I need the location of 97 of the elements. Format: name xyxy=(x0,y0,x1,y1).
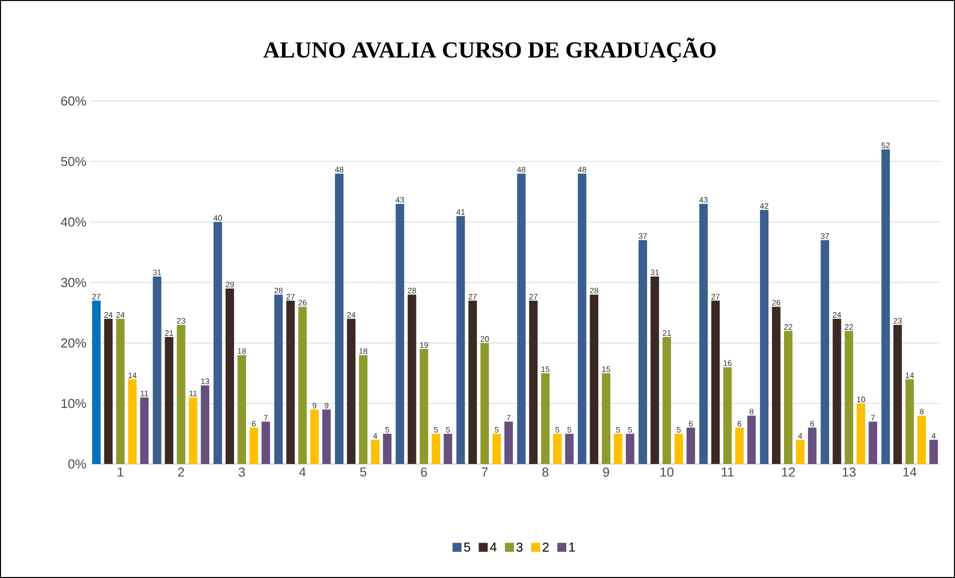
bar xyxy=(262,422,270,464)
bar xyxy=(382,434,392,464)
legend-label: 3 xyxy=(516,542,523,552)
bar xyxy=(274,294,283,464)
bar xyxy=(553,434,562,464)
bar xyxy=(747,416,756,464)
bar xyxy=(638,240,648,464)
bar xyxy=(929,440,938,464)
bar xyxy=(480,342,489,464)
bar xyxy=(176,324,186,464)
bar xyxy=(358,355,368,464)
bar xyxy=(310,410,319,464)
x-tick-label: 5 xyxy=(360,468,366,477)
bar xyxy=(370,440,380,464)
y-tick-label: 60% xyxy=(61,96,86,106)
x-tick-label: 6 xyxy=(420,468,427,477)
x-tick-label: 4 xyxy=(299,468,306,476)
bar xyxy=(602,373,610,464)
bar xyxy=(200,385,210,464)
bar xyxy=(322,410,331,464)
bar xyxy=(711,300,720,464)
bar xyxy=(565,434,574,464)
bar xyxy=(334,174,344,464)
bar xyxy=(128,379,137,464)
bar xyxy=(723,367,732,464)
x-tick-label: 12 xyxy=(782,468,795,477)
y-tick-label: 10% xyxy=(62,398,86,408)
bar xyxy=(92,300,101,464)
bar xyxy=(408,294,416,464)
bar xyxy=(578,174,586,464)
x-tick-label: 13 xyxy=(842,468,856,477)
bar xyxy=(346,318,356,464)
bar xyxy=(456,216,465,464)
bar xyxy=(674,434,684,464)
bar xyxy=(140,397,149,464)
y-tick-label: 30% xyxy=(61,278,86,288)
bar xyxy=(784,330,792,464)
bar xyxy=(396,204,404,464)
bar xyxy=(905,379,914,464)
bar xyxy=(868,422,878,464)
bar xyxy=(517,174,526,464)
bar xyxy=(856,403,866,464)
bar xyxy=(504,422,513,464)
bar xyxy=(238,355,246,464)
bar xyxy=(420,349,428,464)
bar xyxy=(432,434,440,464)
bar xyxy=(298,306,307,464)
bar xyxy=(760,210,768,464)
bar xyxy=(226,288,234,464)
x-tick-label: 7 xyxy=(482,468,488,476)
x-tick-label: 1 xyxy=(118,468,124,476)
x-tick-label: 8 xyxy=(542,468,548,477)
y-tick-label: 50% xyxy=(61,156,86,166)
bar xyxy=(590,294,598,464)
bar xyxy=(626,434,634,464)
bar xyxy=(686,428,696,464)
x-tick-label: 9 xyxy=(603,468,610,477)
legend-label: 1 xyxy=(569,542,575,552)
bar xyxy=(917,416,926,464)
bar xyxy=(286,300,295,464)
bar xyxy=(796,440,804,464)
bar xyxy=(541,373,550,464)
x-tick-label: 2 xyxy=(178,468,184,477)
legend-label: 2 xyxy=(542,542,549,552)
legend-label: 5 xyxy=(464,542,470,552)
bar xyxy=(820,240,830,464)
y-tick-label: 40% xyxy=(60,217,86,227)
bar xyxy=(650,276,660,464)
bar xyxy=(614,434,622,464)
chart-title: ALUNO AVALIA CURSO DE GRADUAÇÃO xyxy=(263,38,716,62)
bar xyxy=(844,330,854,464)
bar xyxy=(188,397,198,464)
bar xyxy=(662,336,672,464)
x-tick-label: 14 xyxy=(903,468,916,476)
bar xyxy=(772,306,780,464)
bar xyxy=(808,428,816,464)
y-tick-label: 0% xyxy=(68,459,86,469)
x-tick-label: 11 xyxy=(722,468,734,476)
bar xyxy=(832,318,842,464)
bar xyxy=(164,336,174,464)
x-tick-label: 10 xyxy=(660,468,674,477)
bar xyxy=(699,204,708,464)
bar xyxy=(104,318,113,464)
bar xyxy=(250,428,258,464)
bar xyxy=(152,276,162,464)
x-tick-label: 3 xyxy=(238,468,245,477)
bar xyxy=(893,324,902,464)
legend-label: 4 xyxy=(490,542,497,552)
bar xyxy=(116,318,125,464)
y-tick-label: 20% xyxy=(61,338,86,348)
bar xyxy=(492,434,501,464)
bar xyxy=(214,222,222,464)
bar xyxy=(468,300,477,464)
bar xyxy=(735,428,744,464)
bar xyxy=(529,300,538,464)
bar xyxy=(444,434,452,464)
bar xyxy=(881,149,890,464)
